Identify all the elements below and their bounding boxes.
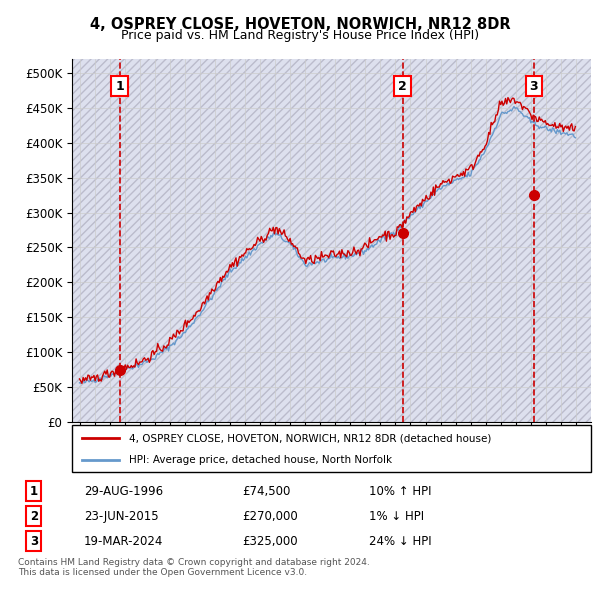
Text: 1: 1 [30,484,38,498]
Text: 10% ↑ HPI: 10% ↑ HPI [369,484,431,498]
Text: 1: 1 [115,80,124,93]
Text: 1% ↓ HPI: 1% ↓ HPI [369,510,424,523]
FancyBboxPatch shape [72,425,591,472]
Text: HPI: Average price, detached house, North Norfolk: HPI: Average price, detached house, Nort… [129,455,392,465]
Text: 2: 2 [30,510,38,523]
Text: 2: 2 [398,80,407,93]
Text: 3: 3 [30,535,38,548]
Text: 4, OSPREY CLOSE, HOVETON, NORWICH, NR12 8DR: 4, OSPREY CLOSE, HOVETON, NORWICH, NR12 … [89,17,511,31]
Text: 19-MAR-2024: 19-MAR-2024 [84,535,163,548]
Text: 24% ↓ HPI: 24% ↓ HPI [369,535,432,548]
Text: 23-JUN-2015: 23-JUN-2015 [84,510,158,523]
Text: £325,000: £325,000 [242,535,298,548]
Text: 3: 3 [530,80,538,93]
Text: £270,000: £270,000 [242,510,298,523]
Text: £74,500: £74,500 [242,484,291,498]
Text: 4, OSPREY CLOSE, HOVETON, NORWICH, NR12 8DR (detached house): 4, OSPREY CLOSE, HOVETON, NORWICH, NR12 … [129,433,491,443]
Text: 29-AUG-1996: 29-AUG-1996 [84,484,163,498]
Text: Price paid vs. HM Land Registry's House Price Index (HPI): Price paid vs. HM Land Registry's House … [121,30,479,42]
Text: Contains HM Land Registry data © Crown copyright and database right 2024.
This d: Contains HM Land Registry data © Crown c… [18,558,370,577]
